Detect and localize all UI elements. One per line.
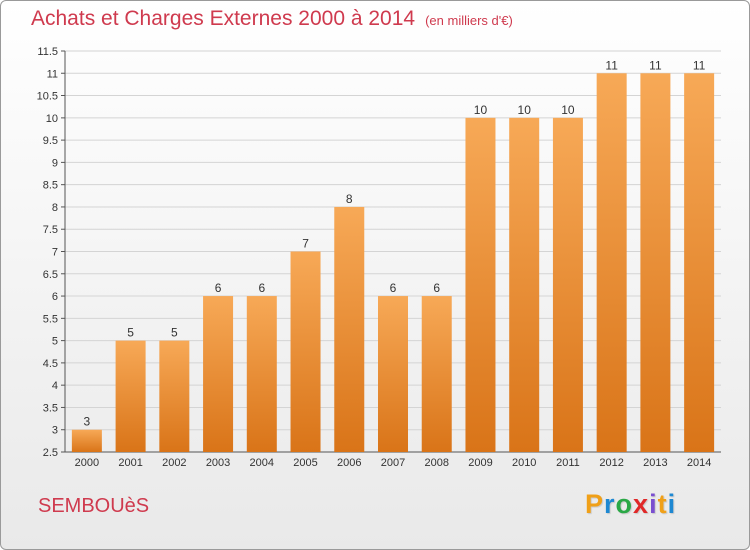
value-label-2000: 3 — [84, 415, 91, 429]
logo-letter: x — [633, 489, 650, 519]
y-tick-label: 10.5 — [37, 91, 58, 103]
x-tick-label-2009: 2009 — [468, 457, 492, 469]
x-tick-label-2001: 2001 — [118, 457, 142, 469]
chart-title: Achats et Charges Externes 2000 à 2014 (e… — [31, 7, 513, 31]
value-label-2003: 6 — [215, 281, 222, 295]
proxiti-logo: Proxiti — [585, 489, 676, 520]
x-tick-label-2011: 2011 — [556, 457, 580, 469]
bar-2006 — [334, 206, 365, 452]
value-label-2007: 6 — [390, 281, 397, 295]
value-label-2012: 11 — [605, 58, 618, 72]
y-tick-label: 11 — [47, 68, 58, 80]
value-label-2009: 10 — [474, 103, 488, 117]
y-tick-label: 5.5 — [43, 313, 58, 325]
x-tick-label-2014: 2014 — [687, 457, 711, 469]
y-tick-label: 9.5 — [43, 135, 58, 147]
y-tick-label: 3.5 — [43, 402, 58, 414]
bar-2008 — [421, 296, 452, 452]
value-label-2002: 5 — [171, 326, 178, 340]
bar-2012 — [596, 73, 627, 453]
y-tick-label: 8 — [52, 202, 58, 214]
bar-2003 — [203, 296, 234, 452]
y-tick-label: 7 — [52, 247, 58, 259]
value-label-2001: 5 — [127, 326, 134, 340]
bar-2000 — [71, 429, 102, 452]
y-tick-label: 3 — [52, 425, 58, 437]
bar-2002 — [159, 340, 190, 452]
logo-letter: P — [585, 489, 605, 519]
chart-unit: (en milliers d'€) — [425, 13, 513, 28]
chart-title-text: Achats et Charges Externes 2000 à 2014 — [31, 7, 416, 30]
logo-letter: i — [649, 489, 658, 519]
x-tick-label-2000: 2000 — [75, 457, 99, 469]
y-tick-label: 2.5 — [43, 447, 58, 459]
y-tick-label: 11.5 — [37, 46, 58, 58]
x-tick-label-2002: 2002 — [162, 457, 186, 469]
bar-2005 — [290, 251, 321, 452]
logo-letter: r — [604, 489, 616, 519]
logo-letter: t — [657, 489, 668, 519]
y-tick-label: 8.5 — [43, 180, 58, 192]
bar-2009 — [465, 117, 496, 452]
bar-2001 — [115, 340, 146, 452]
value-label-2006: 8 — [346, 192, 353, 206]
x-tick-label-2004: 2004 — [250, 457, 274, 469]
bar-2004 — [246, 296, 277, 452]
x-tick-label-2010: 2010 — [512, 457, 536, 469]
value-label-2005: 7 — [302, 237, 309, 251]
y-tick-label: 4 — [52, 380, 58, 392]
y-tick-label: 10 — [46, 113, 58, 125]
bar-2007 — [378, 296, 408, 452]
bar-2010 — [509, 117, 540, 452]
logo-letter: i — [667, 489, 677, 519]
x-tick-label-2007: 2007 — [381, 457, 405, 469]
bar-2014 — [684, 73, 715, 453]
value-label-2014: 11 — [693, 58, 706, 72]
x-tick-label-2008: 2008 — [424, 457, 448, 469]
value-label-2013: 11 — [649, 58, 662, 72]
value-label-2004: 6 — [258, 281, 265, 295]
chart-bars — [71, 73, 715, 453]
value-label-2010: 10 — [518, 103, 532, 117]
bar-2011 — [552, 117, 583, 452]
value-label-2008: 6 — [433, 281, 440, 295]
value-label-2011: 10 — [561, 103, 575, 117]
y-tick-label: 5 — [52, 336, 58, 348]
logo-letter: o — [615, 489, 634, 519]
bar-2013 — [640, 73, 671, 453]
place-name: SEMBOUèS — [38, 495, 150, 517]
y-tick-label: 7.5 — [43, 224, 58, 236]
y-tick-label: 6 — [52, 291, 58, 303]
y-tick-label: 9 — [52, 157, 58, 169]
chart-labels: 3 2000 5 2001 5 2002 6 2003 6 2004 7 2005 8 2006 6 2007… — [75, 58, 712, 469]
y-tick-label: 6.5 — [43, 269, 58, 281]
y-tick-label: 4.5 — [43, 358, 58, 370]
x-tick-label-2005: 2005 — [293, 457, 317, 469]
x-tick-label-2013: 2013 — [643, 457, 667, 469]
x-tick-label-2006: 2006 — [337, 457, 361, 469]
x-tick-label-2012: 2012 — [599, 457, 623, 469]
x-tick-label-2003: 2003 — [206, 457, 230, 469]
